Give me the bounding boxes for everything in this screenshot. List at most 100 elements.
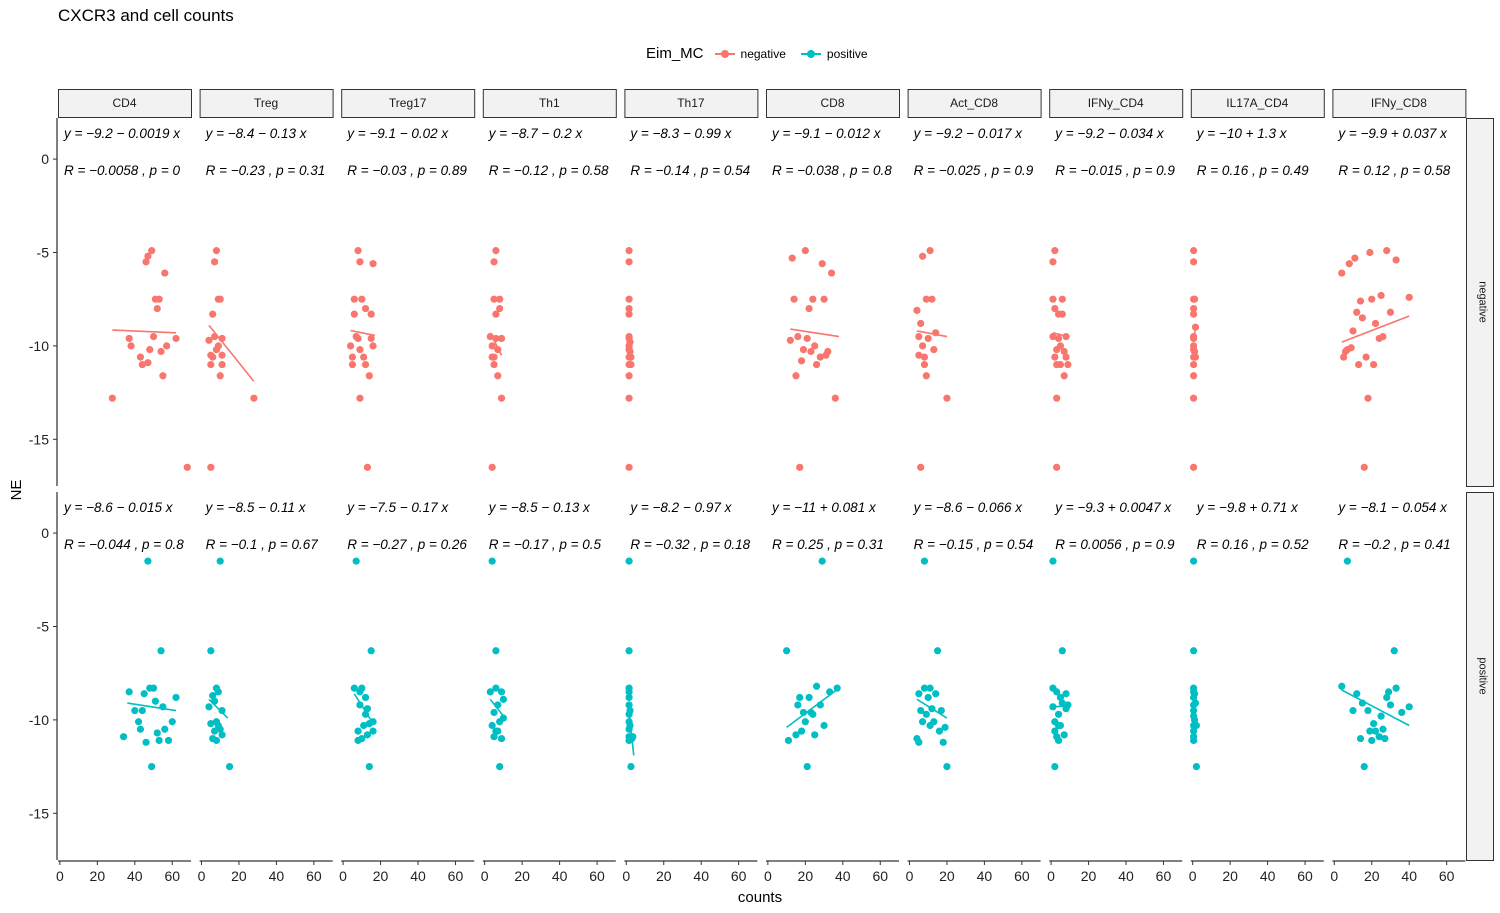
point-treg17-negative <box>361 360 370 369</box>
point-th1-positive <box>490 733 498 741</box>
point-cd8-positive <box>812 682 821 690</box>
point-treg-positive <box>216 557 224 565</box>
point-il17a_cd4-negative <box>1190 394 1198 402</box>
point-act_cd8-negative <box>924 334 932 343</box>
point-act_cd8-positive <box>933 647 942 655</box>
point-cd8-negative <box>820 295 828 303</box>
x-tick-label: 20 <box>514 868 530 884</box>
legend-label-negative: negative <box>740 46 786 61</box>
row-strip-positive <box>1466 492 1494 861</box>
point-ifny_cd8-negative <box>1371 319 1380 328</box>
point-treg-negative <box>250 394 258 402</box>
legend: Eim_MC negative positive <box>646 45 882 62</box>
point-ifny_cd4-positive <box>1054 721 1063 730</box>
point-ifny_cd8-positive <box>1353 690 1361 698</box>
point-act_cd8-positive <box>924 693 932 702</box>
point-ifny_cd8-positive <box>1390 647 1398 655</box>
regression-equation-il17a_cd4-negative: y = −10 + 1.3 x <box>1196 126 1288 141</box>
point-il17a_cd4-negative <box>1191 353 1200 361</box>
x-tick-label: 60 <box>872 868 888 884</box>
point-treg17-negative <box>354 334 362 343</box>
point-il17a_cd4-positive <box>1190 716 1199 724</box>
point-cd8-positive <box>805 693 813 702</box>
correlation-stat-treg-positive: R = −0.1 , p = 0.67 <box>206 537 319 552</box>
point-act_cd8-positive <box>932 690 940 698</box>
correlation-stat-il17a_cd4-negative: R = 0.16 , p = 0.49 <box>1197 163 1309 178</box>
correlation-stat-act_cd8-positive: R = −0.15 , p = 0.54 <box>914 537 1034 552</box>
x-tick-label: 40 <box>410 868 426 884</box>
correlation-stat-cd8-negative: R = −0.038 , p = 0.8 <box>772 163 892 178</box>
point-cd4-negative <box>136 353 145 361</box>
point-th17-negative <box>625 258 633 266</box>
point-treg17-negative <box>369 260 377 268</box>
point-ifny_cd4-negative <box>1058 310 1066 318</box>
point-cd8-positive <box>811 731 819 739</box>
point-ifny_cd8-positive <box>1377 712 1385 720</box>
point-treg17-positive <box>350 684 358 692</box>
regression-equation-ifny_cd8-positive: y = −8.1 − 0.054 x <box>1337 500 1448 515</box>
correlation-stat-ifny_cd4-positive: R = 0.0056 , p = 0.9 <box>1055 537 1175 552</box>
x-tick-label: 60 <box>1439 868 1455 884</box>
fit-line-th1-negative <box>489 332 503 356</box>
point-treg-negative <box>214 342 222 350</box>
point-th1-negative <box>497 334 506 343</box>
regression-equation-ifny_cd4-positive: y = −9.3 + 0.0047 x <box>1054 500 1172 515</box>
point-th1-positive <box>490 708 498 717</box>
strip-ifny_cd8 <box>1332 89 1467 118</box>
fit-line-treg17-positive <box>353 693 374 725</box>
point-treg17-negative <box>369 342 377 350</box>
x-tick-label: 20 <box>373 868 389 884</box>
row-strip-label-negative: negative <box>1477 281 1489 323</box>
point-act_cd8-positive <box>918 718 927 726</box>
correlation-stat-ifny_cd4-negative: R = −0.015 , p = 0.9 <box>1055 163 1175 178</box>
point-ifny_cd4-negative <box>1058 295 1066 303</box>
point-ifny_cd4-positive <box>1056 693 1065 702</box>
x-tick-label: 40 <box>1260 868 1276 884</box>
correlation-stat-ifny_cd8-positive: R = −0.2 , p = 0.41 <box>1338 537 1450 552</box>
point-cd8-positive <box>797 727 806 735</box>
point-treg17-negative <box>346 342 355 350</box>
y-tick-label: -10 <box>29 338 49 354</box>
point-act_cd8-positive <box>943 762 951 771</box>
point-cd8-negative <box>794 332 802 341</box>
point-il17a_cd4-positive <box>1190 557 1198 565</box>
point-act_cd8-positive <box>915 738 923 746</box>
point-th1-positive <box>492 727 500 735</box>
point-cd4-positive <box>142 738 150 746</box>
point-ifny_cd8-positive <box>1349 706 1357 715</box>
point-treg-positive <box>207 720 215 728</box>
point-cd8-positive <box>784 736 793 745</box>
point-cd4-positive <box>144 557 152 565</box>
point-th1-negative <box>488 342 496 350</box>
point-treg-negative <box>207 463 215 471</box>
point-cd4-negative <box>155 295 163 303</box>
point-cd8-negative <box>799 346 808 354</box>
x-tick-label: 60 <box>306 868 322 884</box>
x-tick-label: 40 <box>835 868 851 884</box>
point-ifny_cd4-negative <box>1049 295 1057 303</box>
point-cd8-positive <box>809 710 817 718</box>
point-ifny_cd4-negative <box>1051 304 1059 313</box>
point-th17-positive <box>626 706 634 715</box>
point-ifny_cd8-positive <box>1364 706 1372 715</box>
point-ifny_cd4-positive <box>1054 736 1063 745</box>
strip-label-cd4: CD4 <box>112 96 136 110</box>
point-ifny_cd4-negative <box>1049 258 1057 266</box>
point-treg17-negative <box>350 295 358 303</box>
point-cd4-positive <box>138 706 146 715</box>
point-cd8-positive <box>803 762 811 771</box>
point-treg17-negative <box>350 310 358 318</box>
x-tick-label: 20 <box>656 868 672 884</box>
point-cd4-negative <box>125 334 133 343</box>
point-treg17-negative <box>367 334 375 343</box>
point-ifny_cd8-negative <box>1379 332 1387 341</box>
point-treg-negative <box>218 351 226 359</box>
x-tick-label: 40 <box>977 868 993 884</box>
point-th1-negative <box>490 295 498 303</box>
y-axis-title: NE <box>8 480 25 501</box>
fit-line-treg-positive <box>208 698 229 719</box>
point-act_cd8-positive <box>935 727 944 735</box>
point-th17-positive <box>625 701 633 709</box>
x-tick-label: 20 <box>90 868 106 884</box>
point-act_cd8-positive <box>930 718 938 726</box>
